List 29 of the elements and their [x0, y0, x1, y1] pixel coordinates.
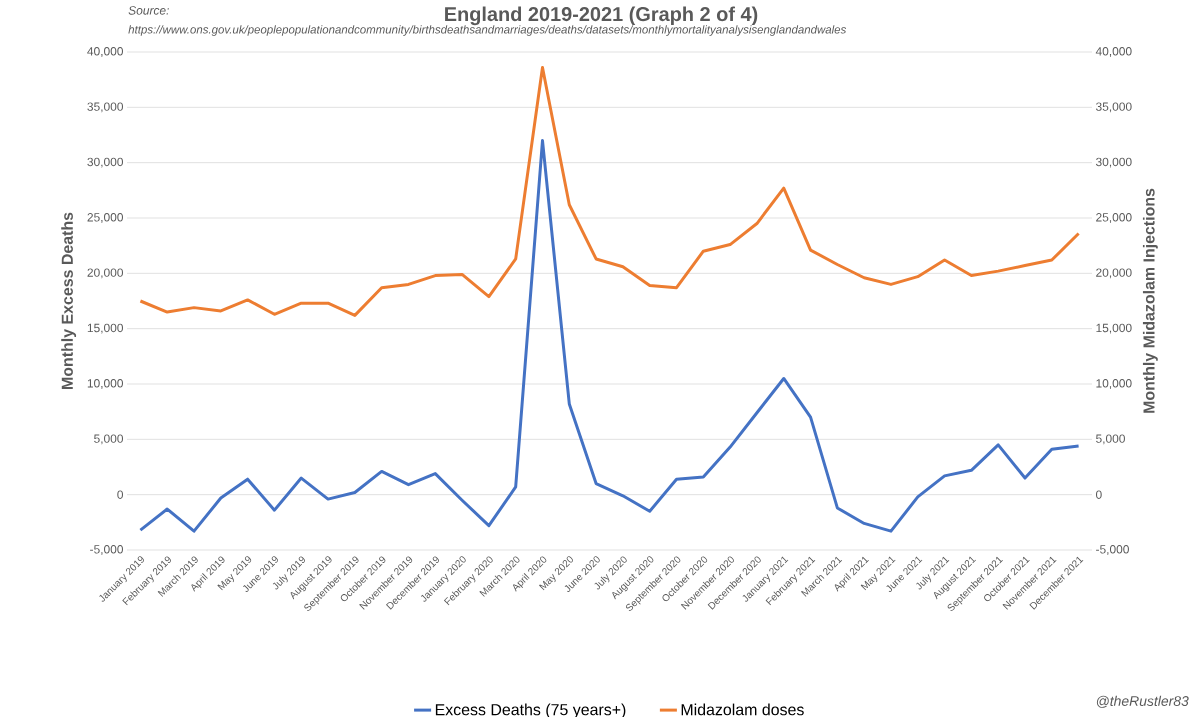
y2-tick-label: 0: [1096, 490, 1102, 499]
source-note: Source:: [128, 6, 169, 15]
y2-tick-label: 10,000: [1096, 379, 1132, 389]
y2-tick-label: 20,000: [1096, 268, 1132, 279]
y-tick-label: 15,000: [87, 323, 124, 334]
y-tick-label: 25,000: [87, 213, 124, 223]
y2-tick-label: 30,000: [1095, 157, 1132, 168]
y-axis-title: Monthly Excess Deaths: [61, 212, 77, 389]
chart-title: England 2019-2021 (Graph 2 of 4): [445, 6, 758, 26]
y-tick-label: -5,000: [90, 545, 124, 555]
legend-label: Midazolam doses: [681, 703, 804, 716]
line-series: [138, 65, 1081, 317]
y-tick-label: 40,000: [87, 47, 124, 57]
line-series: [138, 139, 1081, 533]
text: @theRustler83: [1096, 695, 1189, 708]
y2-tick-label: 40,000: [1095, 47, 1132, 57]
y-tick-label: 30,000: [87, 157, 124, 168]
y2-tick-label: 15,000: [1096, 323, 1132, 334]
y-tick-label: 10,000: [87, 379, 124, 389]
y-tick-label: 35,000: [87, 102, 124, 113]
y2-axis-title: Monthly Midazolam Injections: [1142, 188, 1158, 413]
y2-tick-label: 25,000: [1096, 213, 1132, 223]
y-tick-label: 0: [117, 490, 124, 499]
y2-tick-label: 5,000: [1096, 434, 1125, 445]
y2-tick-label: -5,000: [1096, 545, 1129, 555]
y2-tick-label: 35,000: [1095, 102, 1132, 113]
y-tick-label: 5,000: [94, 434, 124, 445]
text: https://www.ons.gov.uk/peoplepopulationandcommunity/birthsdeathsandmarriages/deaths/datasets/monthlymortalityanalysisenglandandwales: [128, 25, 847, 36]
y-tick-label: 20,000: [87, 268, 124, 279]
